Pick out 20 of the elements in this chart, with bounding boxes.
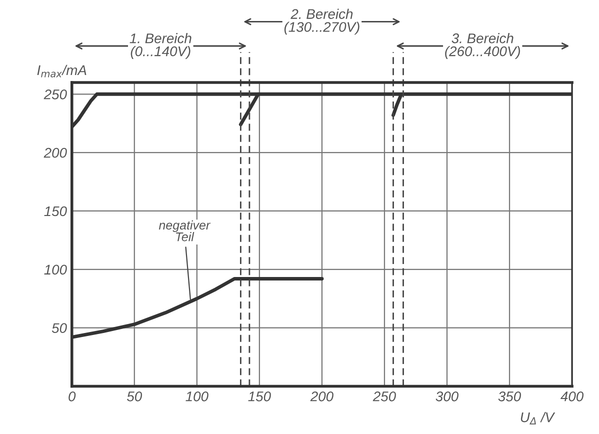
x-tick-label: 350 [498,391,521,402]
x-tick-label: 150 [248,391,271,402]
text: 3. Bereich (260...400V) [445,33,520,59]
x-tick-label: 300 [436,391,458,402]
text: 1. Bereich (0...140V) [130,33,192,59]
x-tick-label: 100 [186,391,208,402]
y-tick-label: 100 [44,264,67,275]
y-tick-label: 50 [52,323,67,334]
x-tick-label: 0 [68,391,76,402]
text: 2. Bereich (130...270V) [284,8,360,35]
x-axis-title: U$_{Δ}$ /V [520,412,556,424]
x-tick-label: 200 [310,391,334,402]
x-tick-label: 400 [560,391,584,402]
y-tick-label: 250 [44,89,67,100]
x-tick-label: 50 [126,391,142,402]
y-tick-label: 200 [44,148,67,158]
annotation: negativer Teil [158,220,211,242]
y-tick-label: 150 [44,206,67,216]
y-axis-title: I$_{max}$/mA [37,64,86,78]
x-tick-label: 250 [372,391,396,402]
